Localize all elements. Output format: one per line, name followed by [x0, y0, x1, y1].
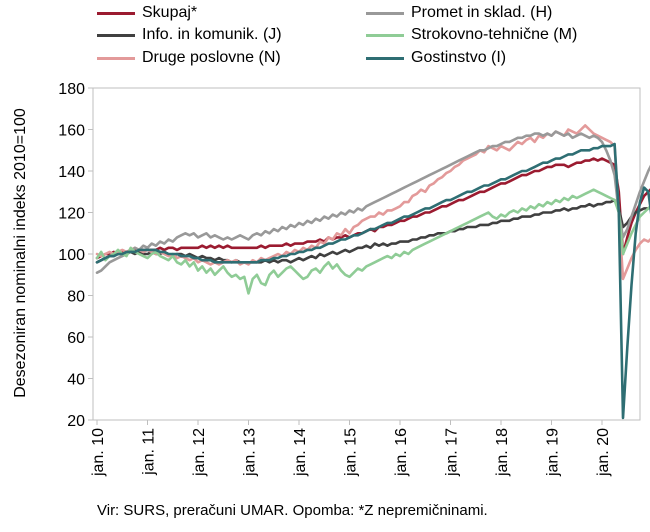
legend-swatch — [97, 11, 135, 15]
y-tick-label: 100 — [58, 247, 85, 264]
x-tick-label: jan. 16 — [393, 428, 410, 477]
series-line-0 — [95, 157, 650, 260]
series-lines — [95, 124, 650, 420]
y-axis-title: Desezoniran nominalni indeks 2010=100 — [12, 108, 29, 398]
legend-item-skupaj: Skupaj* — [97, 2, 197, 24]
series-line-3 — [95, 130, 650, 275]
legend-swatch — [97, 33, 135, 37]
x-tick-label: jan. 13 — [242, 428, 259, 477]
legend-label: Strokovno-tehnične (M) — [411, 26, 578, 43]
series-line-4 — [95, 188, 650, 295]
legend-item-gostinstvo: Gostinstvo (I) — [366, 47, 506, 69]
x-tick-label: jan. 10 — [90, 428, 107, 477]
x-tick-label: jan. 15 — [343, 428, 360, 477]
x-tick-label: jan. 12 — [191, 428, 208, 477]
legend-item-promet-sklad: Promet in sklad. (H) — [366, 2, 552, 24]
legend-item-strokovno-tehnicne: Strokovno-tehnične (M) — [366, 24, 577, 46]
source-note: Vir: SURS, preračuni UMAR. Opomba: *Z ne… — [97, 502, 488, 519]
x-tick-label: jan. 19 — [545, 428, 562, 477]
x-tick-label: jan. 17 — [444, 428, 461, 477]
y-tick-label: 60 — [67, 330, 85, 347]
legend-swatch — [366, 33, 404, 37]
y-tick-label: 180 — [58, 81, 85, 98]
y-tick-label: 160 — [58, 123, 85, 140]
y-tick-label: 140 — [58, 164, 85, 181]
legend-swatch — [366, 56, 404, 60]
y-tick-label: 80 — [67, 289, 85, 306]
legend-swatch — [97, 56, 135, 60]
y-tick-label: 40 — [67, 372, 85, 389]
legend-item-info-komunik: Info. in komunik. (J) — [97, 24, 282, 46]
x-tick-label: jan. 11 — [141, 428, 158, 476]
legend-swatch — [366, 11, 404, 15]
legend-label: Promet in sklad. (H) — [411, 4, 553, 21]
legend: Skupaj* Info. in komunik. (J) Druge posl… — [0, 0, 650, 80]
x-axis: jan. 10 jan. 11 jan. 12 jan. 13 jan. 14 jan. … — [90, 420, 612, 477]
y-axis: 20 40 60 80 100 120 140 160 180 — [58, 81, 93, 430]
legend-label: Druge poslovne (N) — [142, 49, 281, 66]
legend-label: Skupaj* — [142, 4, 198, 21]
legend-item-druge-poslovne: Druge poslovne (N) — [97, 47, 281, 69]
x-tick-label: jan. 14 — [292, 428, 309, 477]
series-line-1 — [95, 198, 650, 264]
x-tick-label: jan. 18 — [494, 428, 511, 477]
legend-label: Info. in komunik. (J) — [142, 26, 282, 43]
legend-label: Gostinstvo (I) — [411, 49, 507, 66]
x-tick-label: jan. 20 — [595, 428, 612, 477]
series-line-5 — [95, 142, 650, 420]
y-tick-label: 120 — [58, 206, 85, 223]
y-tick-label: 20 — [67, 413, 85, 430]
